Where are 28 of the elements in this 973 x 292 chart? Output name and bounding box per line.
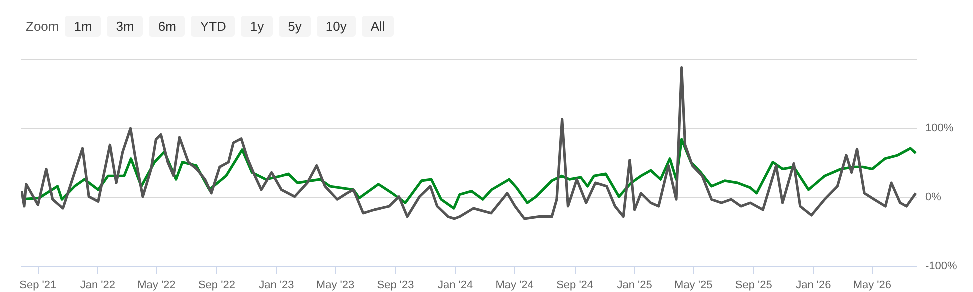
text: 1y: [241, 16, 274, 37]
text: All: [362, 16, 394, 37]
text: 1m: [65, 16, 102, 37]
y-tick-label: 0%: [926, 192, 942, 204]
x-tick-label: May '23: [316, 280, 355, 292]
text: 5y: [279, 16, 311, 37]
text: 10y: [316, 16, 356, 37]
x-tick-label: May '26: [853, 280, 892, 292]
text: 6m: [149, 16, 186, 37]
x-tick-label: May '22: [138, 280, 176, 292]
x-tick-label: Jan '26: [796, 280, 832, 292]
x-tick-label: Jan '24: [438, 280, 474, 292]
x-tick-label: May '24: [496, 280, 534, 292]
x-tick-label: Sep '25: [735, 280, 772, 292]
x-tick-label: Jan '25: [617, 280, 652, 292]
text: Zoom: [26, 19, 60, 34]
x-tick-label: May '25: [674, 280, 713, 292]
x-tick-label: Jan '23: [259, 280, 294, 292]
x-tick-label: Sep '23: [377, 280, 414, 292]
x-tick-label: Sep '22: [198, 280, 236, 292]
x-tick-label: Sep '21: [20, 280, 57, 292]
x-tick-label: Sep '24: [556, 280, 594, 292]
y-tick-label: 100%: [926, 122, 954, 135]
text: YTD: [191, 16, 236, 37]
x-tick-label: Jan '22: [80, 280, 116, 292]
y-tick-label: -100%: [926, 260, 958, 272]
text: 3m: [107, 16, 144, 37]
line-series: [22, 66, 918, 220]
